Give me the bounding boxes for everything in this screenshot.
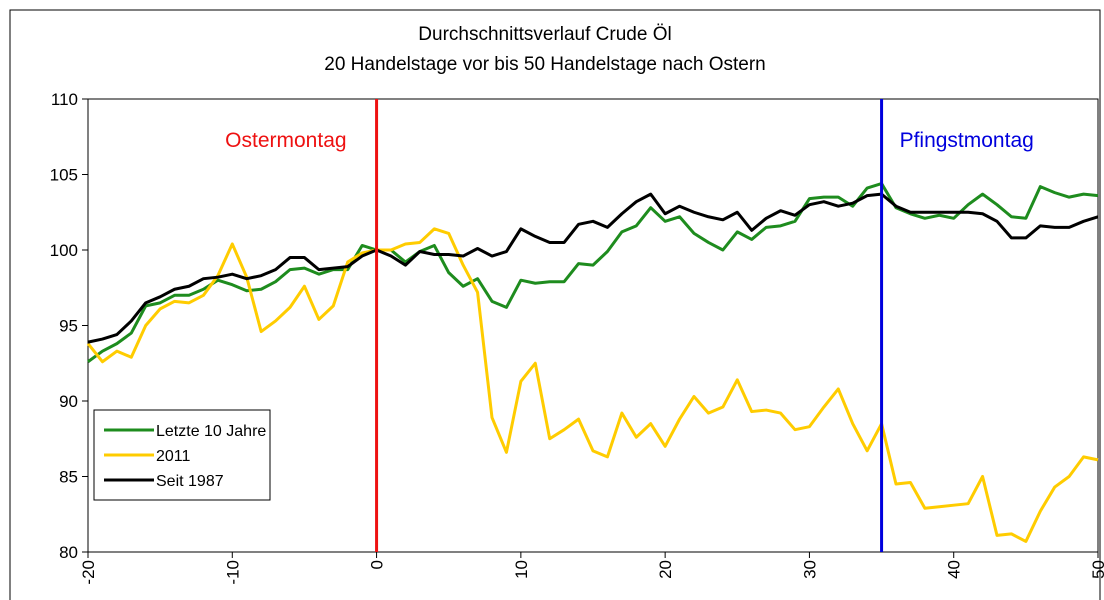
series-line: [87, 192, 1099, 344]
x-tick-label: 10: [512, 560, 531, 579]
x-tick-label: 30: [800, 560, 819, 579]
y-tick-label: 85: [59, 468, 78, 487]
x-tick-label: 40: [945, 560, 964, 579]
legend-label: 2011: [156, 448, 191, 465]
y-tick-label: 95: [59, 317, 78, 336]
x-tick-label: -20: [79, 560, 98, 585]
y-tick-label: 110: [51, 90, 78, 109]
chart-title: Durchschnittsverlauf Crude Öl: [418, 24, 671, 45]
x-tick-label: 0: [368, 560, 387, 569]
y-tick-label: 100: [50, 241, 78, 260]
x-tick-label: -10: [223, 560, 242, 585]
y-tick-label: 90: [59, 392, 78, 411]
y-tick-label: 80: [59, 543, 78, 562]
series-line: [86, 227, 1099, 543]
x-tick-label: 50: [1089, 560, 1104, 579]
chart-subtitle: 20 Handelstage vor bis 50 Handelstage na…: [324, 54, 766, 75]
event-label: Pfingstmontag: [900, 129, 1034, 152]
event-label: Ostermontag: [225, 129, 346, 152]
legend-label: Letzte 10 Jahre: [156, 423, 266, 440]
y-tick-label: 105: [50, 166, 78, 185]
x-tick-label: 20: [656, 560, 675, 579]
legend-label: Seit 1987: [156, 473, 224, 490]
series-line: [87, 182, 1099, 363]
